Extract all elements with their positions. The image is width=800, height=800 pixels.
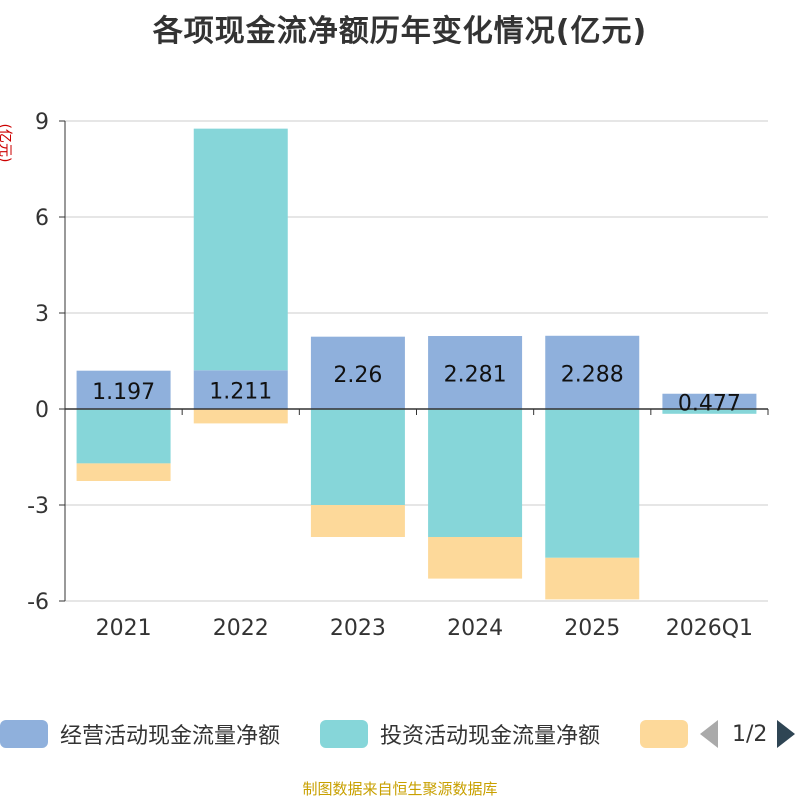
legend-label-operating: 经营活动现金流量净额 <box>60 724 281 749</box>
data-label: 2.26 <box>333 363 382 388</box>
bar-operating <box>193 370 288 409</box>
legend-item-investing[interactable]: 投资活动现金流量净额 <box>320 714 600 754</box>
data-label: 0.477 <box>678 391 741 416</box>
legend-page-indicator: 1/2 <box>732 721 768 747</box>
legend-item-financing[interactable] <box>640 714 700 754</box>
x-tick-label: 2026Q1 <box>666 616 753 641</box>
x-tick-label: 2022 <box>213 616 269 641</box>
legend-item-operating[interactable]: 经营活动现金流量净额 <box>0 714 280 754</box>
data-label: 1.197 <box>92 380 155 405</box>
legend-label-investing: 投资活动现金流量净额 <box>380 724 601 749</box>
data-label: 1.211 <box>209 380 272 405</box>
data-label: 2.281 <box>444 363 507 388</box>
x-tick-label: 2025 <box>564 616 620 641</box>
legend-next-icon[interactable] <box>777 720 796 748</box>
legend-swatch-investing <box>320 720 368 748</box>
bar-operating <box>76 370 171 409</box>
bar-financing <box>193 409 288 424</box>
y-tick-label: 3 <box>35 302 49 327</box>
legend-swatch-operating <box>0 720 48 748</box>
x-tick-label: 2023 <box>330 616 386 641</box>
bar-chart: 9 6 3 0 -3 -6 2021 2022 2023 2024 2025 2026Q1 1.197 1… <box>27 110 769 641</box>
bar-investing <box>428 409 523 537</box>
data-label: 2.288 <box>561 362 624 387</box>
bar-investing <box>662 409 757 414</box>
y-tick-label: 9 <box>35 110 49 135</box>
bar-investing <box>545 409 640 558</box>
legend-prev-icon[interactable] <box>700 720 718 748</box>
bar-financing <box>545 557 640 600</box>
legend: 经营活动现金流量净额 投资活动现金流量净额 1/2 <box>0 714 800 754</box>
bar-financing <box>428 537 523 579</box>
bar-investing <box>310 409 405 505</box>
bar-operating <box>428 336 523 409</box>
legend-swatch-financing <box>640 720 688 748</box>
y-tick-label: 0 <box>35 398 49 423</box>
bar-investing <box>76 409 171 464</box>
bar-financing <box>76 463 171 481</box>
x-tick-label: 2021 <box>96 616 152 641</box>
y-tick-label: 6 <box>35 206 49 231</box>
y-tick-label: -6 <box>27 590 49 615</box>
bar-financing <box>310 505 405 537</box>
bar-investing <box>193 128 288 371</box>
x-tick-label: 2024 <box>447 616 503 641</box>
bar-operating <box>310 336 405 409</box>
data-source-footer: 制图数据来自恒生聚源数据库 <box>302 780 498 798</box>
y-tick-label: -3 <box>27 494 49 519</box>
chart-title: 各项现金流净额历年变化情况(亿元) <box>152 14 648 49</box>
bar-operating <box>545 335 640 409</box>
legend-pager: 1/2 <box>700 714 796 754</box>
bar-operating <box>662 393 757 409</box>
